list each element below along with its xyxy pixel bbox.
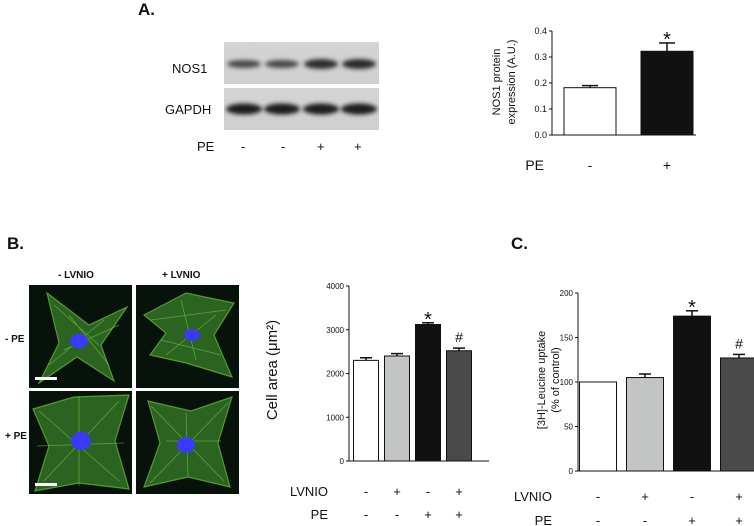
y-tick-label: 0.3	[534, 52, 547, 62]
factor-row-label: PE	[535, 513, 553, 526]
blot-pe-sign-2: -	[281, 139, 286, 154]
nos1-band-1	[227, 60, 261, 68]
micro-col-label-2: + LVNIO	[162, 270, 201, 281]
factor-sign: -	[395, 507, 399, 522]
factor-sign: -	[643, 513, 647, 526]
factor-sign: -	[596, 513, 600, 526]
micro-image-minus-lvnio-minus-pe	[29, 285, 132, 388]
y-tick-label: 3000	[326, 326, 344, 335]
panel-a-letter: A.	[138, 0, 155, 19]
factor-sign: +	[424, 507, 432, 522]
y-tick-label: 1000	[326, 413, 344, 422]
micro-image-plus-lvnio-plus-pe	[136, 391, 239, 494]
bar	[640, 50, 694, 136]
factor-sign: -	[596, 489, 600, 504]
factor-row-label: LVNIO	[290, 484, 328, 499]
micro-row-label-1: - PE	[5, 334, 25, 345]
blot-pe-sign-4: +	[354, 139, 362, 154]
significance-marker: *	[688, 297, 696, 319]
micro-col-label-1: - LVNIO	[58, 270, 94, 281]
bar	[579, 381, 617, 472]
blot-label-nos1: NOS1	[172, 61, 208, 76]
significance-marker: #	[735, 335, 743, 351]
chart-leucine-uptake: 0 50 100 150 200 [3H]-Leucine uptake (% of con…	[514, 289, 754, 526]
y-tick-label: 0	[569, 467, 574, 476]
factor-sign: +	[688, 513, 696, 526]
gapdh-band-2	[264, 103, 300, 115]
scale-bar	[35, 377, 57, 380]
y-tick-label: 4000	[326, 282, 344, 291]
significance-marker: *	[663, 29, 671, 51]
y-tick-label: 2000	[326, 370, 344, 379]
bar	[446, 350, 472, 462]
significance-marker: *	[424, 309, 432, 331]
bar	[626, 377, 664, 472]
chart-cell-area: 0 1000 2000 3000 4000 Cell area (μm²) * # LVNIO -…	[264, 282, 489, 522]
micro-image-plus-lvnio-minus-pe	[136, 285, 239, 388]
significance-marker: #	[455, 329, 463, 345]
y-axis-label: (% of control)	[550, 347, 562, 412]
gapdh-band-4	[341, 103, 377, 115]
bar	[415, 324, 441, 462]
micro-image-minus-lvnio-plus-pe	[29, 391, 132, 494]
nos1-band-2	[265, 60, 299, 68]
scale-bar	[35, 483, 57, 486]
panel-c-letter: C.	[511, 234, 528, 253]
y-tick-label: 50	[564, 423, 573, 432]
nucleus	[71, 432, 91, 450]
nos1-band-3	[304, 59, 338, 69]
y-tick-label: 0.0	[534, 130, 547, 140]
y-axis-label: [3H]-Leucine uptake	[536, 331, 548, 429]
blot-pe-sign-3: +	[317, 139, 325, 154]
blot-pe-label: PE	[197, 139, 215, 154]
y-tick-label: 100	[560, 378, 574, 387]
gapdh-band-1	[226, 103, 262, 115]
factor-sign: +	[455, 507, 463, 522]
gapdh-band-3	[303, 103, 339, 115]
bar	[673, 315, 711, 472]
western-blot-image	[224, 42, 379, 130]
factor-sign: +	[455, 484, 463, 499]
y-tick-label: 0	[340, 457, 345, 466]
y-axis-label: NOS1 protein	[491, 49, 503, 116]
factor-sign: +	[641, 489, 649, 504]
factor-sign: -	[364, 484, 368, 499]
factor-sign: -	[364, 507, 368, 522]
blot-pe-sign-1: -	[241, 139, 246, 154]
nucleus	[184, 329, 200, 341]
panel-b-letter: B.	[7, 234, 24, 253]
bar	[384, 355, 410, 462]
y-tick-label: 200	[560, 289, 574, 298]
y-tick-label: 0.2	[534, 78, 547, 88]
y-tick-label: 0.4	[534, 26, 547, 36]
factor-sign: +	[393, 484, 401, 499]
factor-row-label: PE	[311, 507, 329, 522]
factor-row-label: LVNIO	[514, 489, 552, 504]
y-tick-label: 0.1	[534, 104, 547, 114]
nucleus	[177, 437, 195, 453]
micro-row-label-2: + PE	[5, 431, 27, 442]
bar	[563, 87, 617, 136]
y-axis-label: Cell area (μm²)	[264, 320, 281, 420]
blot-label-gapdh: GAPDH	[165, 102, 212, 117]
factor-row-label: PE	[525, 157, 544, 173]
factor-sign: +	[735, 513, 743, 526]
factor-sign: -	[426, 484, 430, 499]
bar	[720, 357, 754, 472]
chart-nos1-expression: 0.0 0.1 0.2 0.3 0.4 NOS1 protein expression (A…	[491, 26, 696, 173]
bar	[353, 359, 379, 462]
nucleus	[70, 334, 88, 348]
y-axis-label: expression (A.U.)	[506, 40, 518, 125]
factor-sign: -	[690, 489, 694, 504]
y-tick-label: 150	[560, 334, 574, 343]
factor-sign: +	[663, 157, 671, 173]
factor-sign: -	[588, 157, 593, 173]
factor-sign: +	[735, 489, 743, 504]
nos1-band-4	[342, 59, 376, 69]
